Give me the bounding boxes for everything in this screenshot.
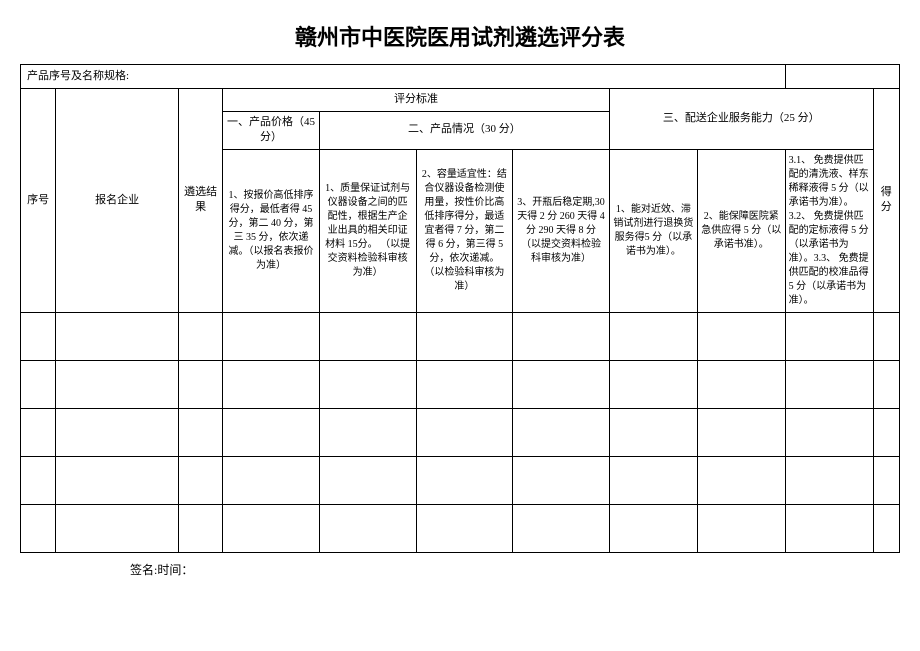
table-row [21, 312, 900, 360]
table-row [21, 360, 900, 408]
col-result: 遴选结果 [179, 89, 223, 312]
table-row [21, 408, 900, 456]
page-title: 赣州市中医院医用试剂遴选评分表 [20, 20, 900, 52]
criteria-7: 3.1、 免费提供匹配的清洗液、样东稀释液得 5 分（以承诺书为准）。3.2、 … [785, 149, 873, 312]
table-row [21, 456, 900, 504]
criteria-6: 2、能保障医院紧急供应得 5 分（以承诺书准）。 [697, 149, 785, 312]
criteria-group: 评分标准 [223, 89, 610, 111]
meta-label: 产品序号及名称规格: [21, 65, 786, 89]
criteria-3: 2、容量适宜性：结合仪器设备检测使用量，按性价比高低排序得分，最适宜者得 7 分… [416, 149, 513, 312]
group1: 一、产品价格（45分） [223, 111, 320, 149]
scoring-table: 产品序号及名称规格: 序号 报名企业 遴选结果 评分标准 三、配送企业服务能力（… [20, 64, 900, 553]
group3: 三、配送企业服务能力（25 分） [609, 89, 873, 149]
criteria-4: 3、开瓶后稳定期,30天得 2 分 260 天得 4分 290 天得 8 分 （… [513, 149, 610, 312]
criteria-1: 1、按报价高低排序得分，最低者得 45分，第二 40 分，第三 35 分，依次递… [223, 149, 320, 312]
footer-sign: 签名:时间： [20, 553, 900, 578]
col-seq: 序号 [21, 89, 56, 312]
criteria-5: 1、能对近效、滞销试剂进行退换货服务得5 分（以承诺书为准）。 [609, 149, 697, 312]
meta-blank [785, 65, 899, 89]
col-score: 得分 [873, 89, 899, 312]
table-row [21, 504, 900, 552]
criteria-2: 1、质量保证试剂与仪器设备之间的匹配性，根据生产企业出具的相关印证材料 15分。… [319, 149, 416, 312]
group2: 二、产品情况（30 分） [319, 111, 609, 149]
col-company: 报名企业 [56, 89, 179, 312]
